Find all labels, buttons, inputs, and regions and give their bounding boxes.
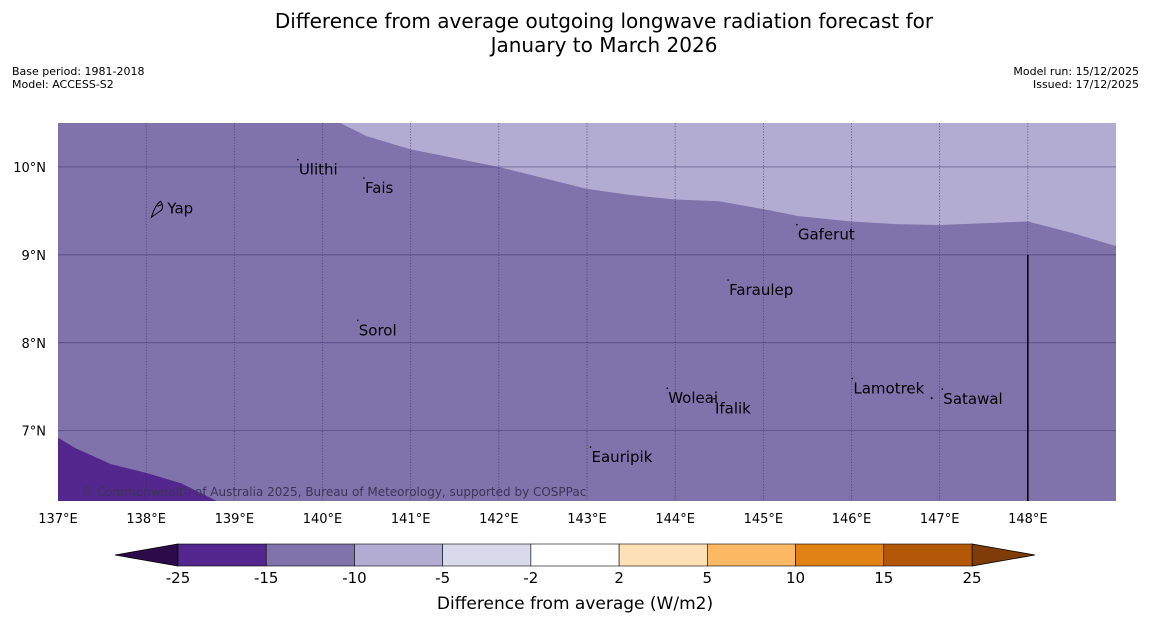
colorbar-swatch (354, 543, 443, 567)
colorbar-swatch (177, 543, 267, 567)
lon-tick-label: 141°E (391, 512, 431, 527)
colorbar-swatch (442, 543, 532, 567)
colorbar-swatch (265, 543, 355, 567)
lat-tick-label: 10°N (13, 161, 46, 176)
model-run-text: Model run: 15/12/2025 (1013, 65, 1139, 78)
lon-tick-label: 146°E (832, 512, 872, 527)
lat-tick-label: 8°N (22, 337, 47, 352)
place-label: Fais (365, 179, 394, 197)
place-label: Eauripik (592, 448, 653, 466)
title-line-1: Difference from average outgoing longwav… (274, 9, 934, 33)
island-marker (363, 177, 365, 179)
island-marker (796, 223, 798, 226)
island-marker (666, 387, 669, 389)
island-marker (713, 397, 715, 400)
colorbar-tick-label: 25 (962, 569, 981, 587)
lon-tick-label: 138°E (126, 512, 166, 527)
island-marker (589, 446, 592, 448)
colorbar: -25 -15 -10 -5 -2 2 5 10 15 25 (114, 543, 1036, 587)
colorbar-swatch (530, 543, 620, 567)
colorbar-label: Difference from average (W/m2) (436, 594, 714, 614)
lon-tick-label: 143°E (567, 512, 607, 527)
anomaly-region-minus25-to-minus15 (58, 437, 217, 501)
colorbar-tick-label: -2 (523, 569, 538, 587)
lon-tick-label: 148°E (1008, 512, 1048, 527)
place-label: Sorol (359, 321, 397, 339)
place-label: Ifalik (715, 400, 751, 418)
island-marker (727, 279, 729, 281)
map-fill: Yap Ulithi Fais Gaferut Faraulep Sorol WoleaiI… (58, 123, 1116, 501)
map-panel: Yap Ulithi Fais Gaferut Faraulep Sorol WoleaiI… (58, 123, 1116, 501)
info-left: Base period: 1981-2018 Model: ACCESS-S2 (12, 65, 144, 91)
island-marker (356, 319, 359, 322)
place-label: Woleai (668, 389, 718, 407)
colorbar-tick-label: 5 (703, 569, 713, 587)
place-label: Faraulep (729, 281, 793, 299)
colorbar-tick-label: -5 (435, 569, 450, 587)
issued-text: Issued: 17/12/2025 (1032, 78, 1139, 91)
copyright-text: © Commonwealth of Australia 2025, Bureau… (81, 485, 586, 499)
lon-tick-label: 137°E (38, 512, 78, 527)
place-label: Ulithi (299, 161, 338, 179)
colorbar-swatch (618, 543, 708, 567)
info-right: Model run: 15/12/2025 Issued: 17/12/2025 (1013, 65, 1139, 91)
place-label: Lamotrek (853, 379, 924, 397)
colorbar-tick-label: -10 (342, 569, 367, 587)
lon-tick-label: 142°E (479, 512, 519, 527)
colorbar-extend-high (971, 543, 1036, 567)
colorbar-tick-label: 10 (786, 569, 805, 587)
lat-tick-label: 7°N (22, 425, 47, 440)
place-label: Yap (166, 199, 193, 217)
yap-island-outline (150, 200, 163, 219)
lon-tick-label: 145°E (744, 512, 784, 527)
lon-tick-label: 147°E (920, 512, 960, 527)
lon-tick-label: 144°E (655, 512, 695, 527)
map-axes: 137°E 138°E 139°E 140°E 141°E 142°E 143°E 144°E… (13, 161, 1047, 527)
island-marker (930, 397, 933, 400)
place-label: Gaferut (798, 226, 855, 244)
lon-tick-label: 139°E (215, 512, 255, 527)
base-period-text: Base period: 1981-2018 (12, 65, 145, 78)
island-marker (297, 158, 299, 161)
colorbar-swatch (707, 543, 796, 567)
place-label: Satawal (943, 390, 1002, 408)
model-text: Model: ACCESS-S2 (12, 78, 114, 91)
anomaly-region-minus10-to-minus5 (340, 123, 1116, 247)
title-line-2: January to March 2026 (490, 33, 718, 57)
colorbar-tick-label: 15 (874, 569, 893, 587)
lon-tick-label: 140°E (303, 512, 343, 527)
map-title: Difference from average outgoing longwav… (0, 9, 1150, 57)
colorbar-tick-label: -15 (254, 569, 279, 587)
colorbar-swatch (883, 543, 973, 567)
island-marker (941, 388, 944, 390)
colorbar-tick-label: 2 (614, 569, 624, 587)
colorbar-tick-label: -25 (166, 569, 191, 587)
lat-tick-label: 9°N (22, 249, 47, 264)
island-marker (851, 377, 854, 380)
colorbar-swatch (795, 543, 885, 567)
colorbar-extend-low (114, 543, 179, 567)
